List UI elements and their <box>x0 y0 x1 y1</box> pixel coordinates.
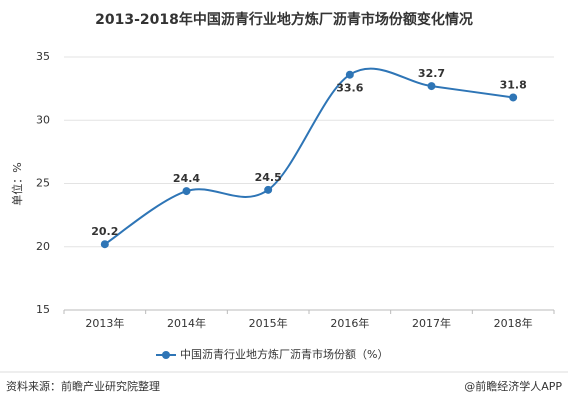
point <box>182 187 191 196</box>
y-tick-label: 15 <box>36 303 50 316</box>
point <box>509 93 518 102</box>
y-tick-label: 20 <box>36 240 50 253</box>
y-tick-label: 30 <box>36 113 50 126</box>
x-tick-label: 2015年 <box>249 316 288 330</box>
x-tick-label: 2018年 <box>494 316 533 330</box>
x-tick-label: 2014年 <box>167 316 206 330</box>
data-label: 32.7 <box>418 67 445 80</box>
x-tick-label: 2017年 <box>412 316 451 330</box>
point <box>345 70 354 79</box>
data-label: 31.8 <box>500 78 527 91</box>
data-label: 24.5 <box>255 171 282 184</box>
legend-marker <box>162 351 170 359</box>
point <box>427 82 436 91</box>
point <box>100 240 109 249</box>
brand: @前瞻经济学人APP <box>464 379 562 393</box>
data-label: 33.6 <box>336 82 363 95</box>
y-axis-label: 单位：% <box>10 162 24 205</box>
chart-title: 2013-2018年中国沥青行业地方炼厂沥青市场份额变化情况 <box>95 11 473 28</box>
data-label: 24.4 <box>173 172 200 185</box>
y-tick-label: 25 <box>36 177 50 190</box>
y-tick-label: 35 <box>36 50 50 63</box>
x-tick-label: 2016年 <box>330 316 369 330</box>
point <box>264 185 273 194</box>
source: 资料来源：前瞻产业研究院整理 <box>6 379 160 393</box>
data-label: 20.2 <box>91 225 118 238</box>
x-tick-label: 2013年 <box>85 316 124 330</box>
legend-label: 中国沥青行业地方炼厂沥青市场份额（%） <box>180 347 388 361</box>
